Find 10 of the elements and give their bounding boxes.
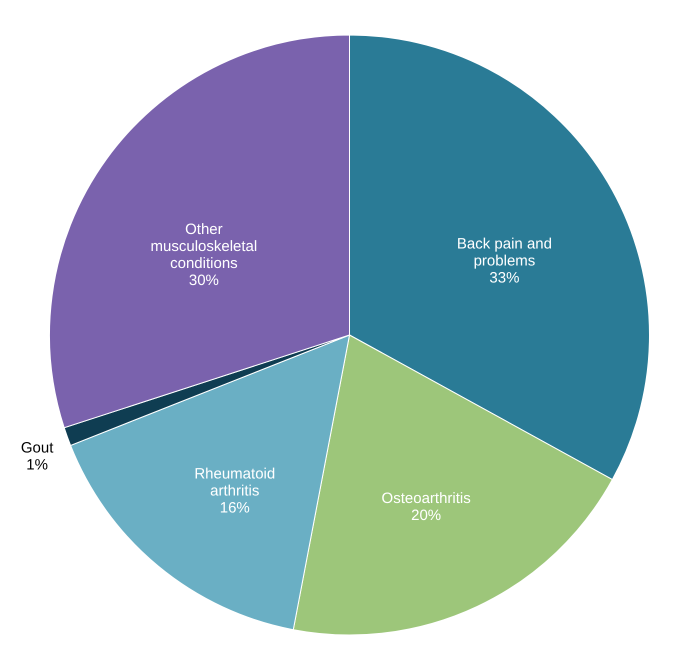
slice-label: Rheumatoid arthritis: [194, 466, 276, 500]
data-label: 30%: [188, 272, 219, 290]
data-label: 16%: [220, 500, 250, 517]
data-label: 20%: [411, 506, 442, 524]
data-label: 33%: [489, 269, 520, 286]
data-label: 1%: [26, 456, 48, 474]
slice-label: Osteoarthritis: [382, 490, 471, 507]
slice-label: Gout: [20, 439, 54, 456]
slice-label: Other musculoskeletal conditions: [150, 221, 258, 272]
slice-label: Back pain and problems: [456, 235, 552, 270]
